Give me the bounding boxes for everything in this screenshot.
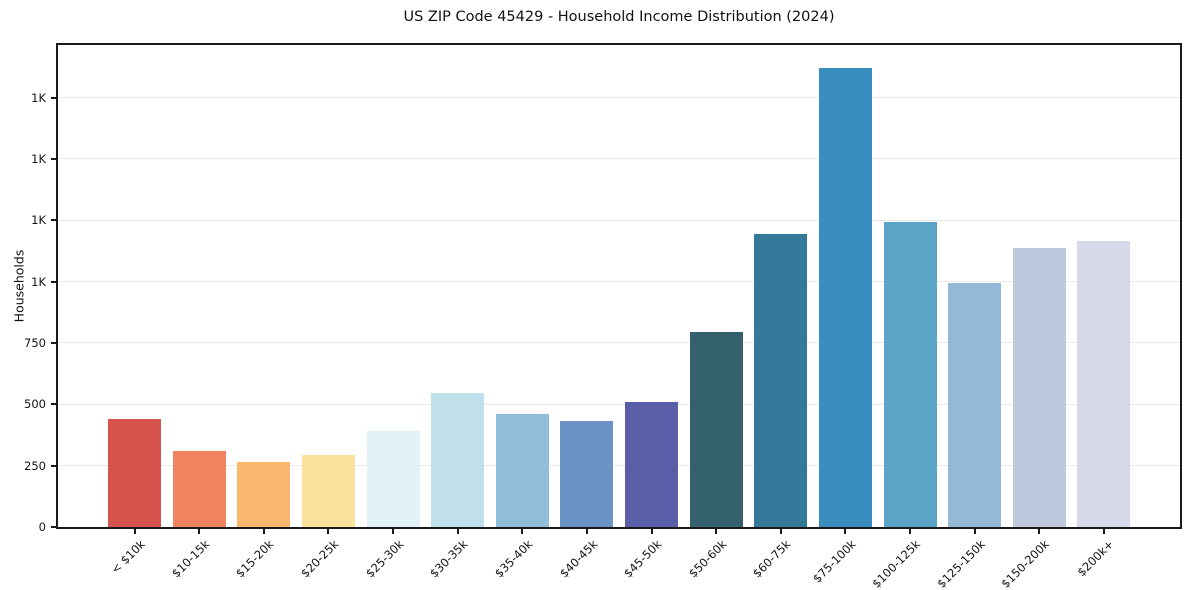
x-tick-label: $35-40k xyxy=(491,537,536,581)
bar xyxy=(625,401,679,527)
x-tick-mark xyxy=(262,529,265,534)
x-tick-mark xyxy=(779,529,782,534)
y-gridline xyxy=(58,403,1180,405)
x-tick-label: $75-100k xyxy=(809,537,859,586)
y-tick-mark xyxy=(51,341,56,344)
y-tick-mark xyxy=(51,157,56,160)
chart-title: US ZIP Code 45429 - Household Income Dis… xyxy=(403,9,835,25)
x-tick-mark xyxy=(521,529,524,534)
x-tick-label: < $10k xyxy=(107,537,148,577)
x-tick-label: $30-35k xyxy=(427,537,471,581)
x-tick-mark xyxy=(327,529,330,534)
bar xyxy=(754,234,808,527)
x-tick-mark xyxy=(133,529,136,534)
y-tick-label: 0 xyxy=(38,520,46,534)
bar xyxy=(108,419,161,527)
x-tick-label: $200k+ xyxy=(1074,537,1117,580)
x-tick-label: $40-45k xyxy=(556,537,600,581)
y-gridline xyxy=(58,465,1180,467)
x-tick-label: $45-50k xyxy=(621,537,665,581)
bar xyxy=(689,331,743,527)
x-tick-mark xyxy=(650,529,653,534)
y-tick-label: 750 xyxy=(24,335,46,350)
x-tick-mark xyxy=(1038,529,1041,534)
bar xyxy=(818,67,872,527)
x-tick-label: $25-30k xyxy=(362,537,406,581)
y-tick-mark xyxy=(51,96,56,99)
y-tick-label: 250 xyxy=(24,458,46,473)
bar xyxy=(1012,248,1066,527)
y-tick-label: 1K xyxy=(31,213,46,228)
y-tick-label: 1K xyxy=(31,90,46,105)
x-tick-label: $150-200k xyxy=(998,537,1053,590)
y-tick-mark xyxy=(51,526,56,528)
x-tick-label: $125-150k xyxy=(933,537,988,590)
x-tick-mark xyxy=(973,529,976,534)
x-tick-mark xyxy=(392,529,395,534)
bar xyxy=(237,462,291,527)
bar xyxy=(172,450,226,527)
y-gridline xyxy=(58,281,1180,283)
y-tick-label: 1K xyxy=(31,274,46,289)
x-tick-label: $15-20k xyxy=(233,537,277,581)
bar xyxy=(431,392,485,527)
y-tick-label: 1K xyxy=(31,151,46,166)
y-tick-mark xyxy=(51,219,56,222)
x-tick-mark xyxy=(909,529,912,534)
x-tick-label: $10-15k xyxy=(168,537,213,581)
x-tick-label: $60-75k xyxy=(750,537,794,581)
y-gridline xyxy=(58,158,1180,160)
y-gridline xyxy=(58,97,1180,99)
bar xyxy=(495,414,549,527)
x-tick-label: $100-125k xyxy=(869,537,923,590)
x-tick-label: $50-60k xyxy=(685,537,730,581)
x-tick-mark xyxy=(1102,529,1105,534)
bar xyxy=(1077,241,1131,527)
bar xyxy=(560,420,614,527)
bar xyxy=(948,282,1002,527)
x-tick-mark xyxy=(844,529,847,534)
bar xyxy=(883,222,937,527)
bar xyxy=(366,431,420,527)
y-tick-mark xyxy=(51,280,56,283)
x-tick-label: $20-25k xyxy=(297,537,342,581)
x-tick-mark xyxy=(456,529,459,534)
y-gridline xyxy=(58,342,1180,344)
y-tick-mark xyxy=(51,403,56,406)
y-tick-mark xyxy=(51,464,56,467)
bar xyxy=(301,455,355,527)
x-tick-mark xyxy=(585,529,588,534)
y-gridline xyxy=(58,219,1180,221)
y-tick-label: 500 xyxy=(24,397,46,412)
x-tick-mark xyxy=(715,529,718,534)
x-tick-mark xyxy=(198,529,201,534)
plot-area xyxy=(56,43,1182,529)
